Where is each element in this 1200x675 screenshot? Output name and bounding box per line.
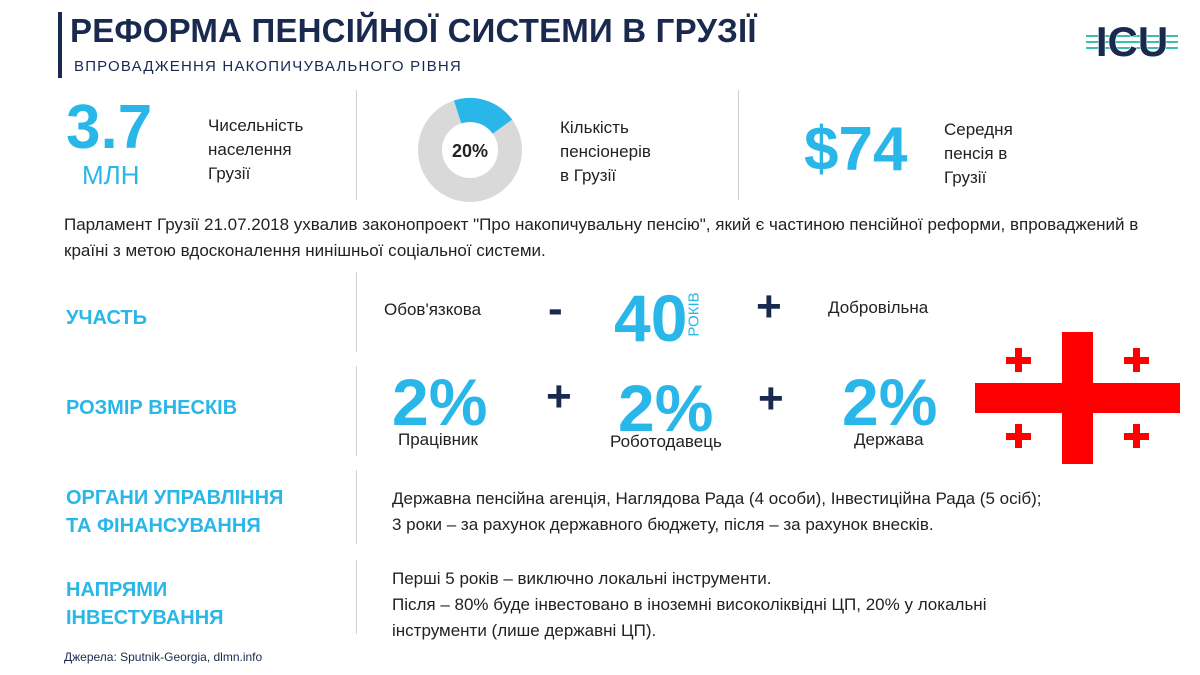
- divider: [356, 470, 357, 544]
- employer-label: Роботодавець: [610, 432, 722, 451]
- employee-percent: 2%: [392, 365, 488, 439]
- minus-sign: -: [548, 284, 563, 333]
- georgia-flag-icon: [975, 332, 1180, 464]
- source-note: Джерела: Sputnik-Georgia, dlmn.info: [64, 650, 263, 664]
- icu-logo: ICU: [1086, 17, 1178, 64]
- divider: [356, 560, 357, 634]
- population-label: Чисельність населення Грузії: [208, 116, 304, 183]
- age-threshold-value: 40: [614, 281, 688, 355]
- divider: [356, 366, 357, 456]
- divider: [738, 90, 739, 200]
- employee-label: Працівник: [398, 430, 478, 449]
- governance-text: Державна пенсійна агенція, Наглядова Рад…: [392, 489, 1042, 534]
- state-label: Держава: [854, 430, 924, 449]
- svg-text:ICU: ICU: [1096, 18, 1168, 64]
- state-percent: 2%: [842, 365, 938, 439]
- pensioners-donut-chart: 20%: [418, 98, 522, 202]
- plus-sign: +: [546, 372, 572, 421]
- mandatory-text: Обов'язкова: [384, 300, 482, 319]
- investment-text: Перші 5 років – виключно локальні інстру…: [392, 569, 987, 640]
- plus-sign: +: [756, 282, 782, 331]
- pensioners-label: Кількість пенсіонерів в Грузії: [560, 118, 651, 185]
- contributions-label: РОЗМІР ВНЕСКІВ: [66, 397, 238, 419]
- intro-paragraph: Парламент Грузії 21.07.2018 ухвалив зако…: [64, 215, 1139, 260]
- page-title: РЕФОРМА ПЕНСІЙНОЇ СИСТЕМИ В ГРУЗІЇ: [70, 12, 757, 49]
- average-pension-value: $74: [804, 115, 908, 184]
- age-unit-label: РОКІВ: [685, 292, 703, 337]
- divider: [356, 272, 357, 352]
- page-subtitle: ВПРОВАДЖЕННЯ НАКОПИЧУВАЛЬНОГО РІВНЯ: [74, 58, 462, 75]
- investment-label: НАПРЯМИ ІНВЕСТУВАННЯ: [66, 579, 224, 629]
- divider: [356, 90, 357, 200]
- participation-label: УЧАСТЬ: [66, 307, 147, 329]
- population-value: 3.7: [66, 93, 153, 162]
- title-accent-bar: [58, 12, 62, 78]
- governance-label: ОРГАНИ УПРАВЛІННЯ ТА ФІНАНСУВАННЯ: [66, 487, 284, 537]
- plus-sign: +: [758, 374, 784, 423]
- voluntary-text: Добровільна: [828, 298, 929, 317]
- average-pension-label: Середня пенсія в Грузії: [944, 120, 1013, 187]
- employer-percent: 2%: [618, 371, 714, 445]
- population-unit: МЛН: [82, 160, 140, 190]
- donut-value: 20%: [452, 141, 488, 161]
